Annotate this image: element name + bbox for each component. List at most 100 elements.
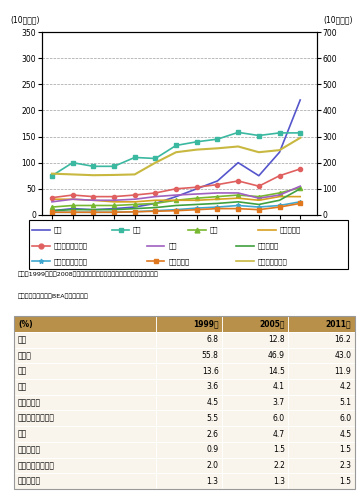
Text: 小売: 小売 bbox=[168, 242, 177, 249]
Text: 4.5: 4.5 bbox=[207, 398, 219, 407]
Bar bbox=[222, 442, 289, 457]
Text: 2011年: 2011年 bbox=[326, 320, 352, 329]
Text: 1.5: 1.5 bbox=[339, 445, 352, 454]
Text: 0.9: 0.9 bbox=[207, 445, 219, 454]
Bar bbox=[14, 426, 156, 442]
Text: 専門技術サービス: 専門技術サービス bbox=[54, 242, 88, 249]
Text: 宿泊・飲食: 宿泊・飲食 bbox=[18, 477, 41, 486]
Text: 6.0: 6.0 bbox=[273, 414, 285, 423]
Bar bbox=[222, 316, 289, 332]
Bar bbox=[222, 379, 289, 395]
Text: 1.3: 1.3 bbox=[273, 477, 285, 486]
Text: 金融・保険: 金融・保険 bbox=[280, 226, 301, 233]
Bar bbox=[289, 379, 355, 395]
Text: (年): (年) bbox=[322, 233, 333, 242]
Text: 1.5: 1.5 bbox=[273, 445, 285, 454]
Text: 11.9: 11.9 bbox=[334, 367, 352, 375]
Text: 情報: 情報 bbox=[210, 226, 218, 233]
Text: 3.6: 3.6 bbox=[207, 382, 219, 391]
Bar bbox=[14, 457, 156, 473]
Text: 4.1: 4.1 bbox=[273, 382, 285, 391]
Bar bbox=[289, 332, 355, 348]
Text: 1.3: 1.3 bbox=[207, 477, 219, 486]
Bar bbox=[14, 411, 156, 426]
Text: 小売: 小売 bbox=[18, 430, 27, 439]
Text: 2.3: 2.3 bbox=[339, 461, 352, 470]
Text: 2005年: 2005年 bbox=[260, 320, 285, 329]
Bar bbox=[289, 348, 355, 363]
Bar bbox=[289, 473, 355, 489]
Text: 13.6: 13.6 bbox=[202, 367, 219, 375]
Text: 鉱業: 鉱業 bbox=[18, 335, 27, 344]
Bar bbox=[156, 411, 222, 426]
Text: 輸送・倉庫: 輸送・倉庫 bbox=[18, 445, 41, 454]
Bar bbox=[14, 379, 156, 395]
Text: 6.8: 6.8 bbox=[207, 335, 219, 344]
Bar bbox=[14, 442, 156, 457]
Text: 金融・保険: 金融・保険 bbox=[18, 398, 41, 407]
Text: 5.5: 5.5 bbox=[207, 414, 219, 423]
Bar bbox=[289, 442, 355, 457]
Bar bbox=[222, 411, 289, 426]
Text: 資料：米国商務省（BEA）から作成。: 資料：米国商務省（BEA）から作成。 bbox=[18, 293, 89, 299]
FancyBboxPatch shape bbox=[29, 220, 348, 269]
Text: 12.8: 12.8 bbox=[268, 335, 285, 344]
Text: 事務管理サービス: 事務管理サービス bbox=[18, 461, 55, 470]
Bar bbox=[289, 395, 355, 411]
Text: 情報: 情報 bbox=[18, 382, 27, 391]
Bar bbox=[222, 348, 289, 363]
Bar bbox=[289, 457, 355, 473]
Text: 46.9: 46.9 bbox=[268, 351, 285, 360]
Bar bbox=[14, 473, 156, 489]
Bar bbox=[222, 473, 289, 489]
Text: 2.0: 2.0 bbox=[207, 461, 219, 470]
Text: 4.7: 4.7 bbox=[273, 430, 285, 439]
Text: 製造業（右軸）: 製造業（右軸） bbox=[257, 258, 287, 265]
Bar bbox=[156, 473, 222, 489]
Bar bbox=[289, 316, 355, 332]
Bar bbox=[222, 363, 289, 379]
Bar bbox=[289, 411, 355, 426]
Bar bbox=[156, 332, 222, 348]
Bar bbox=[156, 457, 222, 473]
Text: 事務管理サービス: 事務管理サービス bbox=[54, 258, 88, 265]
Text: 3.7: 3.7 bbox=[273, 398, 285, 407]
Text: 備考：1999年か舃2008年は「金融・保険」に銀行業は含まれていない。: 備考：1999年か舃2008年は「金融・保険」に銀行業は含まれていない。 bbox=[18, 272, 159, 277]
Bar bbox=[14, 316, 156, 332]
Bar bbox=[156, 426, 222, 442]
Bar bbox=[156, 348, 222, 363]
Bar bbox=[222, 395, 289, 411]
Text: 製造業: 製造業 bbox=[18, 351, 32, 360]
Text: 14.5: 14.5 bbox=[268, 367, 285, 375]
Text: 6.0: 6.0 bbox=[339, 414, 352, 423]
Text: 4.5: 4.5 bbox=[339, 430, 352, 439]
Text: 16.2: 16.2 bbox=[334, 335, 352, 344]
Text: 5.1: 5.1 bbox=[339, 398, 352, 407]
Bar bbox=[156, 442, 222, 457]
Bar bbox=[156, 379, 222, 395]
Bar bbox=[222, 426, 289, 442]
Text: 4.2: 4.2 bbox=[339, 382, 352, 391]
Bar bbox=[156, 363, 222, 379]
Text: 2.2: 2.2 bbox=[273, 461, 285, 470]
Bar bbox=[14, 363, 156, 379]
Text: (%): (%) bbox=[18, 320, 33, 329]
Bar bbox=[14, 395, 156, 411]
Text: 55.8: 55.8 bbox=[202, 351, 219, 360]
Text: 専門技術サービス: 専門技術サービス bbox=[18, 414, 55, 423]
Text: 2.6: 2.6 bbox=[207, 430, 219, 439]
Bar bbox=[222, 457, 289, 473]
Text: 1999年: 1999年 bbox=[193, 320, 219, 329]
Bar bbox=[156, 395, 222, 411]
Text: 宿泊・飲食: 宿泊・飲食 bbox=[168, 258, 189, 265]
Text: (10億ドル): (10億ドル) bbox=[323, 16, 353, 25]
Bar bbox=[289, 363, 355, 379]
Bar bbox=[222, 332, 289, 348]
Bar bbox=[156, 316, 222, 332]
Text: 43.0: 43.0 bbox=[334, 351, 352, 360]
Text: 1.5: 1.5 bbox=[339, 477, 352, 486]
Text: 卸売: 卸売 bbox=[133, 226, 142, 233]
Bar bbox=[14, 332, 156, 348]
Bar bbox=[14, 348, 156, 363]
Text: 卸売: 卸売 bbox=[18, 367, 27, 375]
